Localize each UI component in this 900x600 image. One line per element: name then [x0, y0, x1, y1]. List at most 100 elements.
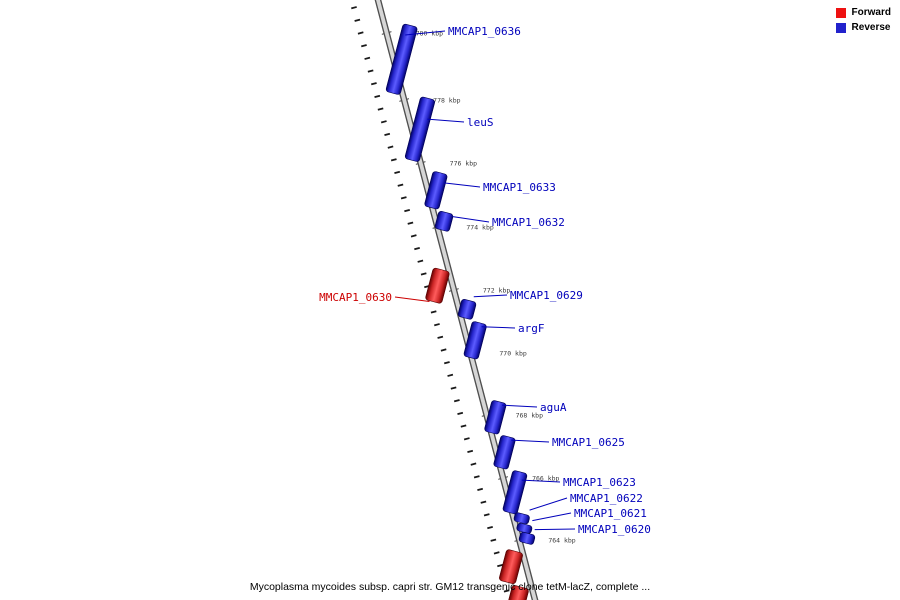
- gene-argF[interactable]: [463, 321, 487, 360]
- minor-tick: [407, 221, 414, 225]
- gene-label[interactable]: MMCAP1_0620: [578, 523, 651, 536]
- gene-MMCAP1_0623[interactable]: [502, 470, 528, 515]
- gene-label[interactable]: MMCAP1_0625: [552, 436, 625, 449]
- gene-label[interactable]: aguA: [540, 401, 567, 414]
- minor-tick: [414, 246, 420, 251]
- gene-label-line: [502, 404, 538, 408]
- gene-label[interactable]: MMCAP1_0632: [492, 216, 565, 229]
- minor-tick: [394, 170, 401, 175]
- gene-box[interactable]: [424, 171, 448, 210]
- ruler-tick-label: 770 kbp: [499, 350, 526, 358]
- gene-label[interactable]: MMCAP1_0622: [570, 492, 643, 505]
- gene-MMCAP1_0636[interactable]: [385, 23, 418, 96]
- minor-tick: [503, 589, 510, 593]
- gene-label-line: [452, 216, 490, 223]
- gene-aguA[interactable]: [484, 400, 507, 435]
- gene-unlabeled-14[interactable]: [508, 585, 529, 600]
- minor-tick: [437, 335, 444, 339]
- legend-forward-label: Forward: [851, 7, 891, 18]
- gene-features: [385, 23, 536, 600]
- reverse-color-swatch: [835, 23, 846, 33]
- gene-MMCAP1_0630[interactable]: [425, 267, 450, 304]
- minor-tick: [374, 94, 381, 98]
- ruler-tick-label: 768 kbp: [516, 412, 543, 420]
- minor-tick: [480, 500, 487, 504]
- gene-box[interactable]: [463, 321, 487, 360]
- minor-tick: [453, 399, 460, 403]
- gene-MMCAP1_0629[interactable]: [457, 299, 477, 320]
- gene-leuS[interactable]: [404, 96, 436, 162]
- gene-unlabeled-13[interactable]: [499, 549, 524, 584]
- legend-item-forward: Forward: [835, 7, 891, 18]
- minor-tick: [364, 56, 371, 60]
- minor-tick: [384, 132, 391, 137]
- minor-tick: [400, 196, 407, 200]
- gene-label-line: [529, 497, 568, 511]
- legend-reverse-label: Reverse: [851, 22, 891, 33]
- ruler-tick-label: 780 kbp: [416, 30, 443, 38]
- minor-tick: [390, 158, 397, 162]
- ruler-tick-label: 774 kbp: [466, 224, 493, 232]
- gene-box[interactable]: [513, 512, 530, 525]
- gene-label[interactable]: leuS: [467, 116, 494, 129]
- minor-tick: [463, 437, 470, 441]
- minor-tick: [497, 563, 503, 568]
- gene-box[interactable]: [385, 23, 418, 96]
- gene-label-line: [534, 528, 576, 531]
- minor-tick: [367, 69, 374, 73]
- gene-label[interactable]: MMCAP1_0629: [510, 289, 583, 302]
- minor-tick: [410, 234, 417, 238]
- gene-label-line: [394, 296, 430, 302]
- minor-tick: [397, 183, 404, 187]
- gene-label[interactable]: argF: [518, 322, 545, 335]
- minor-tick: [457, 411, 464, 415]
- gene-MMCAP1_0625[interactable]: [493, 435, 516, 470]
- gene-box[interactable]: [434, 211, 454, 232]
- gene-label-line: [443, 182, 481, 188]
- gene-label-line: [511, 439, 550, 443]
- gene-label[interactable]: MMCAP1_0636: [448, 25, 521, 38]
- gene-box[interactable]: [499, 549, 524, 584]
- gene-box[interactable]: [508, 585, 529, 600]
- gene-label-line: [427, 118, 465, 123]
- minor-tick: [387, 145, 394, 149]
- gene-box[interactable]: [484, 400, 507, 435]
- ruler-tick-label: 776 kbp: [450, 160, 477, 168]
- gene-MMCAP1_0633[interactable]: [424, 171, 448, 210]
- gene-label[interactable]: MMCAP1_0630: [319, 291, 392, 304]
- minor-tick: [417, 259, 424, 263]
- gene-box[interactable]: [493, 435, 516, 470]
- minor-tick: [477, 487, 484, 492]
- gene-box[interactable]: [502, 470, 528, 515]
- minor-tick: [490, 538, 497, 542]
- gene-box[interactable]: [457, 299, 477, 320]
- minor-tick: [447, 373, 454, 377]
- minor-tick: [370, 82, 377, 86]
- ruler-tick-label: 778 kbp: [433, 97, 460, 105]
- gene-MMCAP1_0632[interactable]: [434, 211, 454, 232]
- gene-box[interactable]: [518, 531, 536, 545]
- minor-tick: [354, 18, 361, 22]
- legend: Forward Reverse: [835, 7, 891, 38]
- gene-MMCAP1_0622[interactable]: [513, 512, 530, 525]
- gene-label[interactable]: MMCAP1_0633: [483, 181, 556, 194]
- gene-label-line: [521, 479, 561, 483]
- gene-box[interactable]: [425, 267, 450, 304]
- gene-label[interactable]: MMCAP1_0621: [574, 507, 647, 520]
- gene-box[interactable]: [404, 96, 436, 162]
- gene-label[interactable]: MMCAP1_0623: [563, 476, 636, 489]
- minor-tick: [420, 272, 427, 276]
- ruler-tick-label: 764 kbp: [548, 537, 575, 545]
- minor-tick: [380, 120, 387, 124]
- map-title: Mycoplasma mycoides subsp. capri str. GM…: [249, 581, 651, 593]
- gene-MMCAP1_0620[interactable]: [518, 531, 536, 545]
- forward-color-swatch: [835, 8, 846, 18]
- minor-tick: [440, 348, 447, 352]
- minor-tick: [450, 386, 457, 390]
- gene-label-line: [473, 294, 508, 298]
- gene-label-line: [405, 30, 446, 36]
- minor-tick: [470, 462, 477, 466]
- minor-tick: [434, 323, 440, 327]
